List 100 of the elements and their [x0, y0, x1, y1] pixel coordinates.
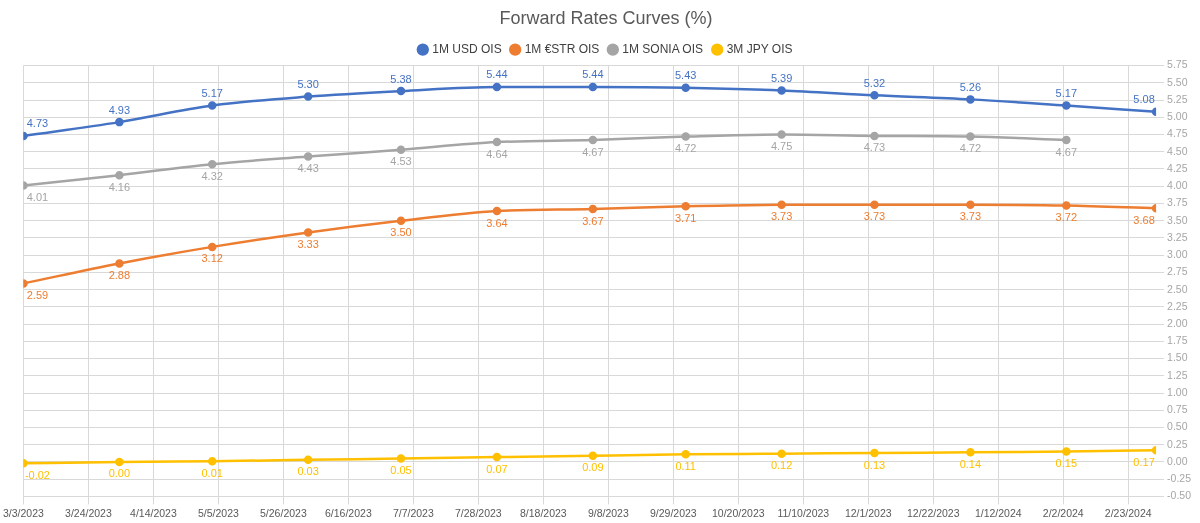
data-label: 4.16: [108, 180, 131, 193]
data-label: 4.32: [201, 169, 223, 182]
data-label: 5.26: [959, 80, 982, 93]
y-tick-label: 0.75: [1167, 403, 1188, 416]
data-label: 3.72: [1055, 211, 1078, 224]
x-tick-label: 5/26/2023: [260, 506, 307, 519]
data-label: 3.73: [770, 210, 793, 223]
y-tick-label: 0.50: [1167, 420, 1188, 433]
data-label: 0.00: [108, 467, 131, 480]
data-label: 0.17: [1133, 455, 1155, 468]
y-tick-label: 3.00: [1167, 248, 1188, 261]
y-tick-label: 3.25: [1167, 230, 1188, 243]
data-label: 4.53: [390, 155, 412, 168]
data-label: 3.73: [863, 210, 886, 223]
y-tick-label: 1.75: [1167, 334, 1188, 347]
data-label: 5.43: [674, 69, 697, 82]
x-tick-label: 2/2/2024: [1042, 506, 1084, 519]
y-tick-label: 1.50: [1167, 351, 1188, 364]
x-tick-label: 2/23/2024: [1104, 506, 1152, 519]
y-tick-label: 1.25: [1167, 368, 1188, 381]
data-label: 0.03: [297, 465, 319, 478]
y-tick-label: 4.25: [1167, 161, 1188, 174]
data-label: 0.05: [390, 464, 412, 477]
data-label: 4.67: [1055, 145, 1078, 158]
y-tick-label: -0.25: [1167, 472, 1192, 485]
data-label: 5.17: [1055, 87, 1078, 100]
data-label: 4.72: [674, 142, 697, 155]
x-tick-label: 3/24/2023: [65, 506, 112, 519]
y-tick-label: 4.00: [1167, 179, 1188, 192]
data-label: 0.07: [486, 462, 508, 475]
legend-label: 1M USD OIS: [432, 41, 502, 56]
y-tick-label: 4.50: [1167, 144, 1188, 157]
data-label: 5.44: [486, 68, 508, 81]
data-label: 4.93: [108, 103, 131, 116]
data-label: 4.73: [863, 141, 886, 154]
x-tick-label: 12/22/2023: [906, 506, 960, 519]
data-label: 5.32: [863, 76, 886, 89]
x-tick-label: 5/5/2023: [197, 506, 239, 519]
data-label: 5.08: [1133, 93, 1155, 106]
x-tick-label: 3/3/2023: [3, 506, 45, 519]
data-label: 0.13: [863, 458, 886, 471]
data-label: 3.71: [674, 211, 697, 224]
chart-title: Forward Rates Curves (%): [499, 7, 713, 28]
x-tick-label: 9/29/2023: [649, 506, 697, 519]
data-label: -0.02: [24, 468, 50, 481]
y-tick-label: 5.75: [1167, 58, 1188, 71]
x-tick-label: 12/1/2023: [844, 506, 892, 519]
data-label: 2.59: [26, 288, 49, 301]
data-label: 4.43: [297, 162, 319, 175]
x-tick-label: 9/8/2023: [587, 506, 629, 519]
x-tick-label: 10/20/2023: [712, 506, 765, 519]
data-label: 5.17: [201, 87, 223, 100]
y-tick-label: 2.75: [1167, 265, 1188, 278]
y-tick-label: 4.75: [1167, 127, 1188, 140]
y-tick-label: 2.50: [1167, 282, 1188, 295]
y-tick-label: 2.00: [1167, 316, 1188, 329]
x-tick-label: 7/28/2023: [454, 506, 502, 519]
data-label: 0.01: [201, 466, 223, 479]
y-tick-label: 3.75: [1167, 196, 1188, 209]
y-tick-label: 5.00: [1167, 110, 1188, 123]
data-label: 0.12: [770, 459, 793, 472]
y-tick-label: 0.25: [1167, 437, 1188, 450]
y-tick-label: 1.00: [1167, 385, 1188, 398]
data-label: 0.11: [675, 459, 696, 472]
data-label: 2.88: [108, 268, 131, 281]
y-tick-label: -0.50: [1167, 489, 1192, 502]
y-tick-label: 5.50: [1167, 75, 1188, 88]
data-label: 4.73: [26, 117, 49, 130]
x-tick-label: 6/16/2023: [325, 506, 372, 519]
x-tick-label: 7/7/2023: [392, 506, 434, 519]
legend-label: 3M JPY OIS: [726, 41, 793, 56]
legend-label: 1M SONIA OIS: [622, 41, 704, 56]
y-tick-label: 0.00: [1167, 454, 1188, 467]
y-tick-label: 2.25: [1167, 299, 1188, 312]
data-label: 4.67: [582, 145, 604, 158]
data-label: 0.14: [959, 457, 982, 470]
data-label: 5.44: [582, 68, 604, 81]
data-label: 3.64: [486, 216, 508, 229]
x-tick-label: 8/18/2023: [519, 506, 567, 519]
data-label: 5.30: [297, 78, 319, 91]
data-label: 5.38: [390, 72, 412, 85]
data-label: 4.01: [26, 191, 49, 204]
data-label: 3.33: [297, 237, 319, 250]
data-label: 3.12: [201, 252, 223, 265]
data-label: 4.75: [770, 140, 793, 153]
data-label: 5.39: [770, 71, 793, 84]
y-tick-label: 3.50: [1167, 213, 1188, 226]
data-label: 4.64: [486, 147, 508, 160]
x-tick-label: 11/10/2023: [777, 506, 830, 519]
x-tick-label: 4/14/2023: [130, 506, 177, 519]
data-label: 4.72: [959, 142, 982, 155]
data-label: 3.73: [959, 210, 982, 223]
data-label: 3.50: [390, 226, 412, 239]
data-label: 0.09: [582, 461, 604, 474]
data-label: 0.15: [1055, 457, 1078, 470]
x-tick-label: 1/12/2024: [974, 506, 1022, 519]
data-label: 3.67: [582, 214, 604, 227]
y-tick-label: 5.25: [1167, 92, 1188, 105]
data-label: 3.68: [1133, 213, 1155, 226]
legend-label: 1M €STR OIS: [524, 41, 600, 56]
